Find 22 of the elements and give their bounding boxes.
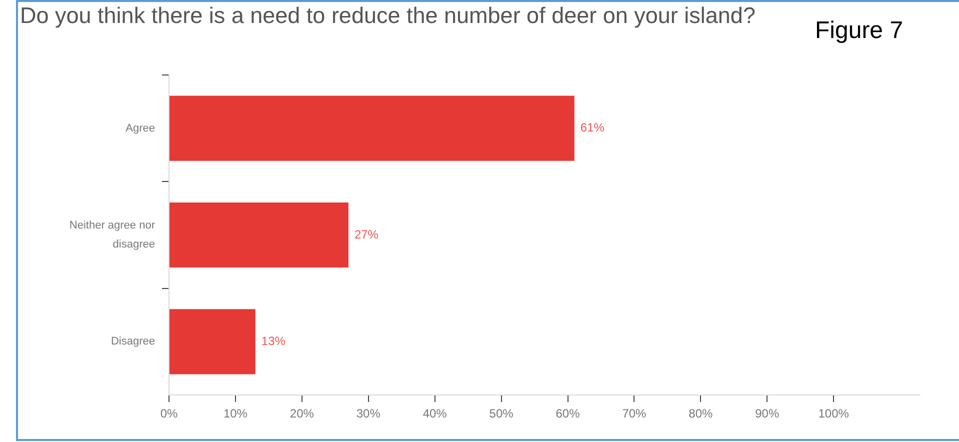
bar [170, 202, 348, 268]
x-tick-label: 40% [422, 406, 448, 421]
x-tick-label: 0% [160, 406, 178, 421]
bar [170, 309, 256, 374]
x-tick-label: 20% [290, 406, 314, 421]
x-tick-label: 60% [556, 406, 580, 421]
x-tick-label: 90% [755, 406, 780, 421]
bar [170, 96, 574, 161]
x-tick-label: 50% [489, 406, 514, 421]
data-label: 61% [580, 120, 605, 135]
y-tick-label: Neither agree nor disagree [69, 220, 156, 250]
x-tick-label: 100% [818, 406, 850, 421]
data-label: 27% [354, 227, 379, 242]
chart-title: Do you think there is a need to reduce the number of deer on your island? [20, 3, 756, 29]
y-tick-label: Disagree [110, 336, 155, 348]
x-tick-label: 70% [622, 406, 647, 421]
caption: Figure 7 [815, 17, 904, 45]
x-tick-label: 30% [356, 406, 381, 421]
data-label: 13% [261, 334, 286, 348]
y-tick-label: Agree [126, 122, 155, 134]
x-tick-label: 80% [688, 406, 714, 421]
x-tick-label: 10% [223, 406, 248, 421]
